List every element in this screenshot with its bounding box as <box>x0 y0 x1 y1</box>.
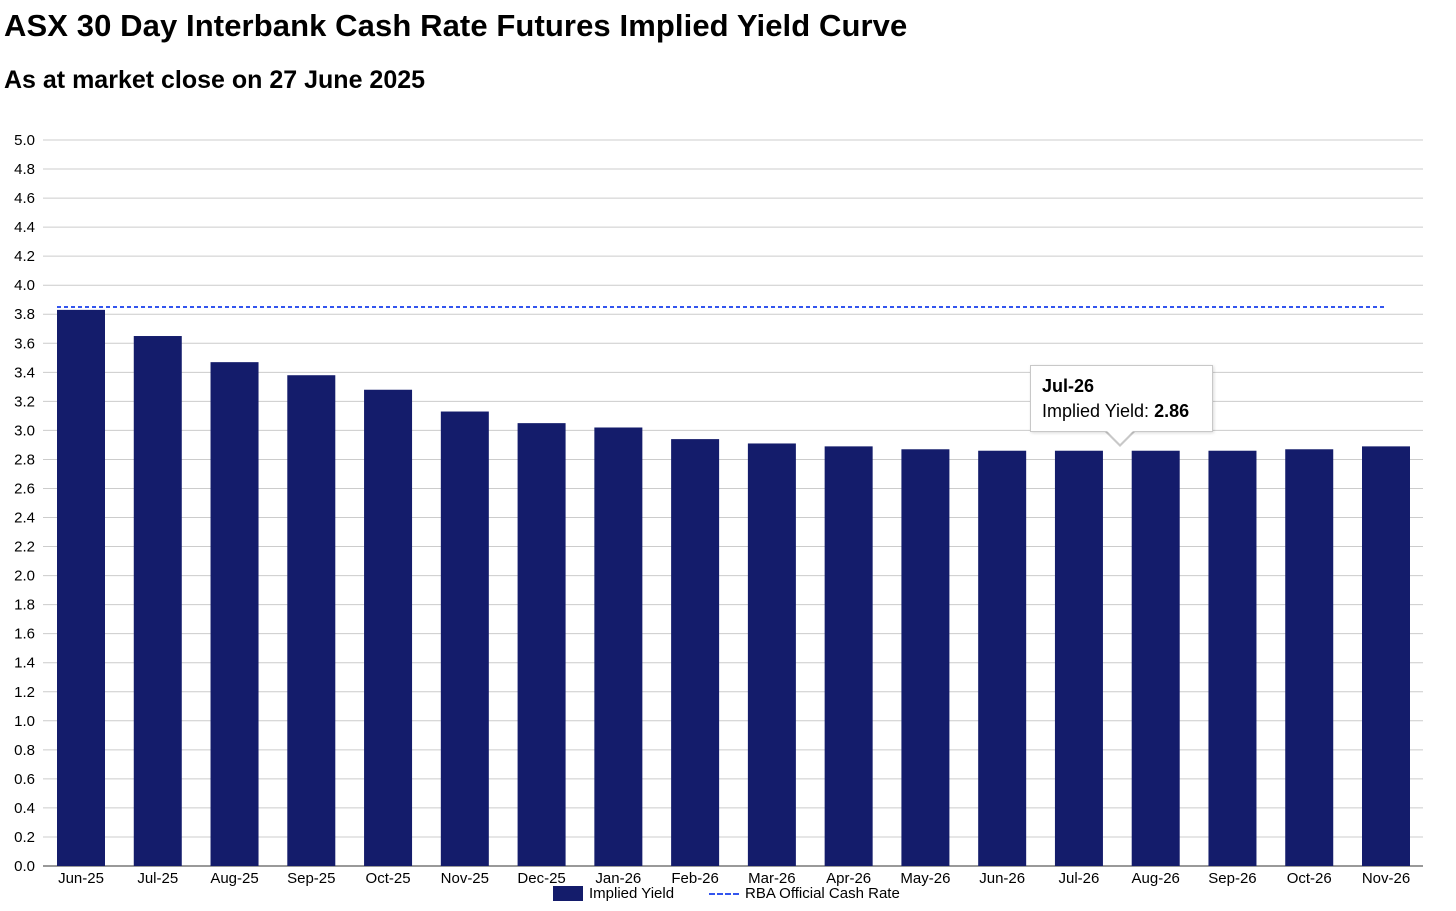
bar[interactable] <box>978 450 1027 866</box>
bar[interactable] <box>210 362 259 866</box>
legend-swatch-rba-cash-rate <box>709 892 739 895</box>
y-tick-label: 2.6 <box>14 480 35 497</box>
bar[interactable] <box>440 411 489 866</box>
bar[interactable] <box>824 446 873 866</box>
y-tick-label: 2.8 <box>14 451 35 468</box>
x-tick-label: Feb-26 <box>671 870 719 887</box>
x-tick-label: Sep-26 <box>1208 870 1256 887</box>
x-tick-label: Jun-26 <box>979 870 1025 887</box>
x-tick-label: Nov-25 <box>441 870 489 887</box>
tooltip-pointer-fill <box>1106 430 1134 444</box>
y-tick-label: 3.8 <box>14 306 35 323</box>
y-tick-label: 1.0 <box>14 713 35 730</box>
y-tick-label: 1.4 <box>14 655 35 672</box>
bar[interactable] <box>901 449 950 866</box>
y-tick-label: 0.0 <box>14 858 35 875</box>
y-tick-label: 0.2 <box>14 829 35 846</box>
y-tick-label: 4.2 <box>14 248 35 265</box>
bar[interactable] <box>594 427 643 866</box>
y-tick-label: 0.8 <box>14 742 35 759</box>
x-tick-label: Oct-25 <box>366 870 411 887</box>
x-tick-label: Mar-26 <box>748 870 796 887</box>
y-tick-label: 4.6 <box>14 190 35 207</box>
y-tick-label: 1.6 <box>14 626 35 643</box>
x-tick-label: Jul-26 <box>1059 870 1100 887</box>
y-tick-label: 4.4 <box>14 219 35 236</box>
bar[interactable] <box>57 309 105 866</box>
bar[interactable] <box>1054 450 1103 866</box>
legend-label-rba-cash-rate: RBA Official Cash Rate <box>745 885 900 902</box>
x-tick-label: Nov-26 <box>1362 870 1410 887</box>
x-tick-label: Apr-26 <box>826 870 871 887</box>
bar[interactable] <box>1131 450 1180 866</box>
x-tick-label: Aug-26 <box>1132 870 1180 887</box>
chart-tooltip: Jul-26 Implied Yield: 2.86 <box>1030 365 1213 432</box>
tooltip-line: Implied Yield: 2.86 <box>1042 401 1189 422</box>
bar[interactable] <box>1362 446 1410 866</box>
bar[interactable] <box>1285 449 1334 866</box>
y-tick-label: 0.4 <box>14 800 35 817</box>
bar[interactable] <box>517 423 566 866</box>
y-tick-label: 3.2 <box>14 393 35 410</box>
x-tick-label: Jul-25 <box>137 870 178 887</box>
legend-swatch-implied-yield <box>553 886 583 901</box>
x-tick-label: Dec-25 <box>517 870 565 887</box>
y-tick-label: 2.4 <box>14 510 35 527</box>
bar[interactable] <box>133 336 182 866</box>
y-tick-label: 3.4 <box>14 364 35 381</box>
bar[interactable] <box>1208 450 1257 866</box>
chart-legend: Implied Yield RBA Official Cash Rate <box>0 885 1456 905</box>
legend-label-implied-yield: Implied Yield <box>589 885 675 902</box>
y-tick-label: 3.6 <box>14 335 35 352</box>
legend-item-implied-yield[interactable]: Implied Yield <box>553 885 674 902</box>
chart-subtitle: As at market close on 27 June 2025 <box>4 66 426 94</box>
x-tick-label: Jun-25 <box>58 870 104 887</box>
x-tick-label: Jan-26 <box>595 870 641 887</box>
x-tick-label: Sep-25 <box>287 870 335 887</box>
x-tick-label: Aug-25 <box>210 870 258 887</box>
y-tick-label: 0.6 <box>14 771 35 788</box>
y-tick-label: 5.0 <box>14 132 35 149</box>
chart-title: ASX 30 Day Interbank Cash Rate Futures I… <box>4 8 908 43</box>
bar[interactable] <box>287 375 336 866</box>
bar[interactable] <box>747 443 796 866</box>
tooltip-category: Jul-26 <box>1042 376 1095 396</box>
tooltip-label: Implied Yield: <box>1042 401 1150 421</box>
y-tick-label: 4.8 <box>14 161 35 178</box>
y-tick-label: 4.0 <box>14 277 35 294</box>
y-tick-label: 1.2 <box>14 684 35 701</box>
x-tick-label: May-26 <box>900 870 950 887</box>
y-tick-label: 3.0 <box>14 422 35 439</box>
bar[interactable] <box>671 439 720 866</box>
y-tick-label: 1.8 <box>14 597 35 614</box>
tooltip-value: 2.86 <box>1154 401 1190 421</box>
y-tick-label: 2.0 <box>14 568 35 585</box>
y-tick-label: 2.2 <box>14 539 35 556</box>
x-tick-label: Oct-26 <box>1287 870 1332 887</box>
bar[interactable] <box>364 389 413 866</box>
legend-item-rba-cash-rate[interactable]: RBA Official Cash Rate <box>709 885 900 902</box>
